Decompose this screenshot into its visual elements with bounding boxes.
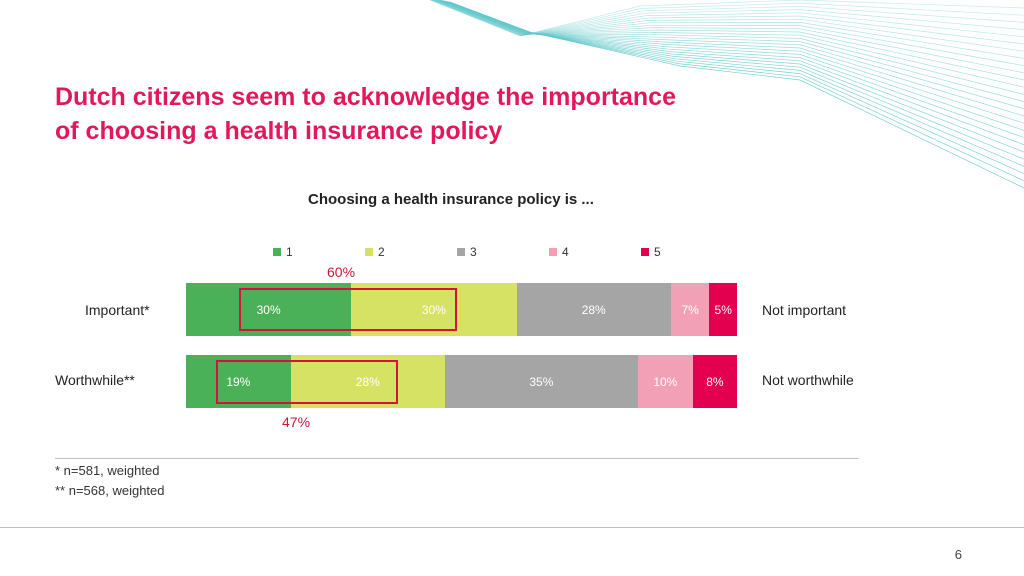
decor-line: [449, 1, 1024, 189]
bar-segment-row1-cat3: 28%: [516, 283, 671, 336]
legend-swatch-4: [549, 248, 557, 256]
legend-item-3: 3: [457, 245, 477, 259]
bar-segment-row2-cat5: 8%: [692, 355, 737, 408]
decor-line: [432, 0, 1024, 45]
footnote-2: ** n=568, weighted: [55, 483, 165, 498]
data-label: 8%: [706, 374, 724, 389]
decor-line: [430, 0, 1024, 37]
legend-swatch-2: [365, 248, 373, 256]
bar-segment-row2-cat3: 35%: [444, 355, 638, 408]
decor-line: [435, 0, 1024, 81]
legend-label-5: 5: [654, 245, 661, 259]
data-label: 19%: [226, 374, 251, 389]
legend-item-5: 5: [641, 245, 661, 259]
highlight-label-important: 60%: [327, 264, 356, 280]
decor-line: [432, 0, 1024, 52]
legend-swatch-5: [641, 248, 649, 256]
legend-label-2: 2: [378, 245, 385, 259]
bar-segment-row1-cat1: 30%: [186, 283, 352, 336]
highlight-box-worthwhile: [216, 360, 398, 404]
decor-line: [431, 0, 1024, 38]
row-right-label-not-worthwhile: Not worthwhile: [762, 372, 854, 388]
highlight-label-worthwhile: 47%: [282, 414, 311, 430]
legend-item-4: 4: [549, 245, 569, 259]
slide-title: Dutch citizens seem to acknowledge the i…: [55, 80, 676, 148]
footer-line: [0, 527, 1024, 528]
row-label-worthwhile: Worthwhile**: [55, 372, 135, 388]
legend-swatch-1: [273, 248, 281, 256]
data-label: 10%: [653, 374, 678, 389]
row-label-important: Important*: [85, 302, 150, 318]
decorative-lines: [429, 0, 1024, 189]
page-number: 6: [954, 547, 962, 562]
chart-legend: 1 2 3 4 5: [0, 245, 1024, 263]
legend-label-4: 4: [562, 245, 569, 259]
data-label: 7%: [681, 302, 699, 317]
data-label: 35%: [529, 374, 554, 389]
row-right-label-not-important: Not important: [762, 302, 847, 318]
chart-title: Choosing a health insurance policy is ..…: [308, 191, 594, 208]
data-label: 28%: [581, 302, 606, 317]
footnote-divider: [55, 458, 859, 459]
decor-line: [429, 0, 1024, 37]
legend-label-1: 1: [286, 245, 293, 259]
bar-segment-row2-cat2: 28%: [290, 355, 445, 408]
footnote-1: * n=581, weighted: [55, 463, 160, 478]
highlight-box-important: [239, 288, 457, 331]
bar-row-worthwhile: 19% 28% 35% 10% 8%: [186, 355, 737, 408]
bar-segment-row1-cat5: 5%: [709, 283, 737, 336]
decor-line: [435, 0, 1024, 88]
data-label: 30%: [421, 302, 446, 317]
slide-title-line1: Dutch citizens seem to acknowledge the i…: [55, 83, 676, 111]
data-label: 5%: [714, 302, 732, 317]
decor-line: [430, 0, 1024, 36]
legend-item-1: 1: [273, 245, 293, 259]
slide-title-line2: of choosing a health insurance policy: [55, 117, 503, 145]
bar-segment-row1-cat2: 30%: [351, 283, 517, 336]
legend-label-3: 3: [470, 245, 477, 259]
bar-segment-row2-cat1: 19%: [186, 355, 291, 408]
legend-item-2: 2: [365, 245, 385, 259]
bar-row-important: 30% 30% 28% 7% 5%: [186, 283, 737, 336]
bar-segment-row1-cat4: 7%: [670, 283, 710, 336]
decor-line: [429, 0, 1024, 37]
data-label: 30%: [256, 302, 281, 317]
data-label: 28%: [355, 374, 380, 389]
legend-swatch-3: [457, 248, 465, 256]
bar-segment-row2-cat4: 10%: [637, 355, 693, 408]
